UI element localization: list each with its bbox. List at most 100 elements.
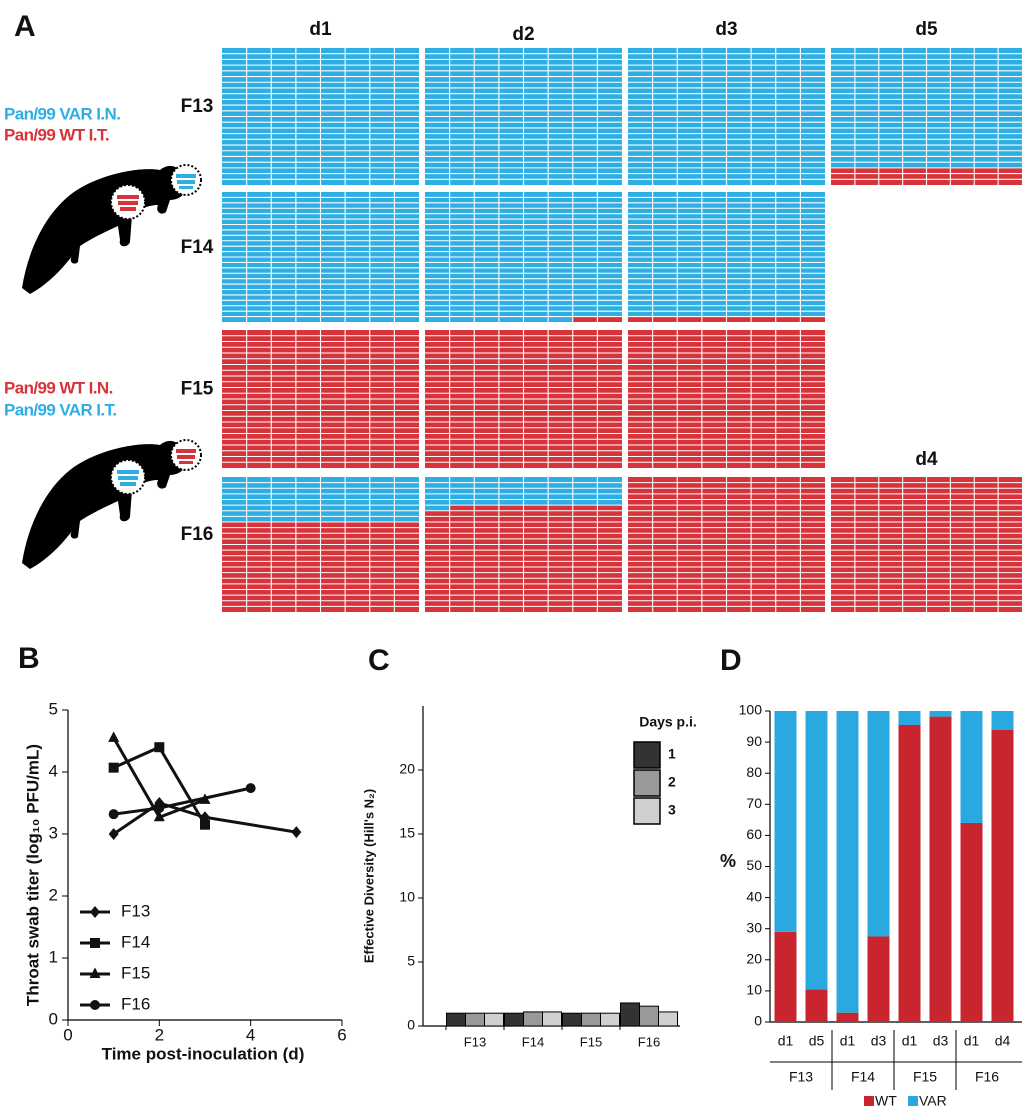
x-axis-label: Time post-inoculation (d) <box>102 1044 305 1063</box>
bar <box>505 1013 524 1026</box>
bar <box>543 1012 562 1026</box>
x-tick-label: d3 <box>933 1033 949 1049</box>
y-tick-label: 10 <box>399 889 415 905</box>
x-tick-label: d1 <box>840 1033 856 1049</box>
panel-label: A <box>14 10 36 43</box>
x-tick-label: 2 <box>155 1025 164 1044</box>
panel-label: C <box>368 644 390 677</box>
x-tick-label: d5 <box>809 1033 825 1049</box>
column-label: d2 <box>512 24 534 45</box>
bar-segment <box>961 711 983 823</box>
y-tick-label: 0 <box>49 1009 58 1028</box>
group-label: Pan/99 VAR I.T. <box>4 400 117 419</box>
y-axis-label: Effective Diversity (Hill's N₂) <box>361 789 376 963</box>
ferret-1 <box>22 165 201 294</box>
group-label: Pan/99 WT I.N. <box>4 378 113 397</box>
bar-segment <box>775 932 797 1022</box>
column-label: d4 <box>915 449 938 470</box>
column-label: d5 <box>915 19 938 40</box>
y-tick-label: 80 <box>746 764 762 780</box>
legend-swatch <box>634 770 660 796</box>
legend-label: F14 <box>121 932 150 951</box>
bar <box>659 1012 678 1026</box>
legend-label: 1 <box>668 746 676 762</box>
x-tick-label: F13 <box>464 1034 486 1049</box>
group-label: F13 <box>789 1069 813 1085</box>
ferret-2 <box>22 440 201 569</box>
y-tick-label: 15 <box>399 825 415 841</box>
y-tick-label: 0 <box>754 1013 762 1029</box>
legend-label: 2 <box>668 774 676 790</box>
y-tick-label: 30 <box>746 919 762 935</box>
x-tick-label: 4 <box>246 1025 255 1044</box>
bar-segment <box>837 1013 859 1022</box>
marker <box>154 803 164 813</box>
bar <box>563 1013 582 1026</box>
legend-label: F16 <box>121 994 150 1013</box>
y-tick-label: 50 <box>746 857 762 873</box>
group-label: Pan/99 VAR I.N. <box>4 104 120 123</box>
legend-label: F15 <box>121 963 150 982</box>
marker <box>90 1000 100 1010</box>
virion-core <box>176 174 196 189</box>
bar <box>601 1013 620 1026</box>
legend-label: 3 <box>668 802 676 818</box>
panel-label: D <box>720 644 742 677</box>
group-label: F14 <box>851 1069 875 1085</box>
row-label: F13 <box>181 96 214 117</box>
bar-segment <box>899 725 921 1022</box>
bar <box>640 1006 659 1026</box>
marker <box>246 783 256 793</box>
column-label: d1 <box>309 19 332 40</box>
ferret-silhouette <box>22 166 187 294</box>
row-label: F15 <box>181 378 214 399</box>
marker <box>109 763 119 773</box>
legend-swatch <box>864 1096 874 1106</box>
bar <box>447 1013 466 1026</box>
marker <box>90 906 100 918</box>
group-label: F16 <box>975 1069 999 1085</box>
x-tick-label: d1 <box>902 1033 918 1049</box>
y-axis-label: % <box>720 851 736 871</box>
y-tick-label: 5 <box>407 953 415 969</box>
bar-segment <box>806 711 828 989</box>
x-tick-label: d1 <box>778 1033 794 1049</box>
x-tick-label: d4 <box>995 1033 1011 1049</box>
y-tick-label: 4 <box>49 761 58 780</box>
y-axis-label: Throat swab titer (log₁₀ PFU/mL) <box>23 744 42 1006</box>
ferret-silhouette <box>22 441 187 569</box>
bar-segment <box>868 936 890 1022</box>
bar-segment <box>868 711 890 936</box>
y-tick-label: 20 <box>399 761 415 777</box>
legend-label: VAR <box>919 1093 947 1109</box>
marker <box>291 826 301 838</box>
bar-segment <box>775 711 797 932</box>
marker <box>90 938 100 948</box>
legend-title: Days p.i. <box>639 714 697 730</box>
y-tick-label: 40 <box>746 888 762 904</box>
virion-core <box>176 449 196 464</box>
y-tick-label: 10 <box>746 982 762 998</box>
marker <box>108 731 119 742</box>
y-tick-label: 5 <box>49 699 58 718</box>
marker <box>154 742 164 752</box>
y-tick-label: 3 <box>49 823 58 842</box>
marker <box>109 828 119 840</box>
bar <box>621 1003 640 1026</box>
bar-segment <box>806 989 828 1022</box>
y-tick-label: 60 <box>746 826 762 842</box>
y-tick-label: 20 <box>746 951 762 967</box>
group-label: F15 <box>913 1069 937 1085</box>
bar-segment <box>930 711 952 717</box>
y-tick-label: 0 <box>407 1017 415 1033</box>
y-tick-label: 2 <box>49 885 58 904</box>
bar <box>524 1012 543 1026</box>
x-tick-label: d3 <box>871 1033 887 1049</box>
x-tick-label: d1 <box>964 1033 980 1049</box>
bar-segment <box>930 717 952 1022</box>
legend-swatch <box>908 1096 918 1106</box>
bar-segment <box>992 711 1014 730</box>
y-tick-label: 90 <box>746 733 762 749</box>
panel-label: B <box>18 642 40 675</box>
bar-segment <box>992 730 1014 1022</box>
